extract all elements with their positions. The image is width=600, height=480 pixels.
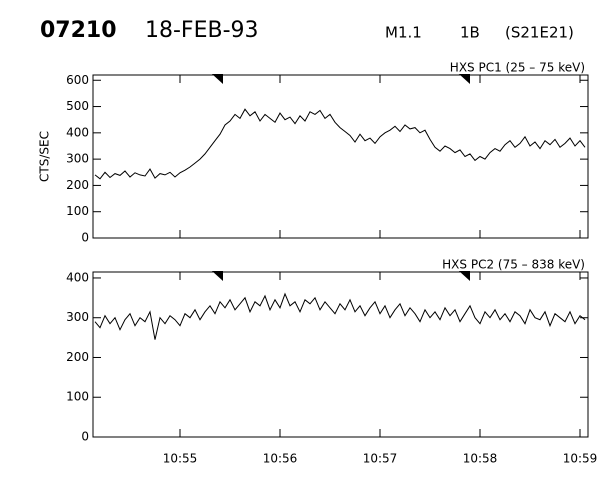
y-tick-label: 400 <box>66 270 89 284</box>
data-line <box>94 108 586 180</box>
x-tick-label: 10:56 <box>263 452 298 466</box>
y-tick-label: 200 <box>66 350 89 364</box>
time-marker <box>212 271 223 281</box>
plot-frame <box>92 74 589 239</box>
y-tick-label: 300 <box>66 310 89 324</box>
x-tick-label: 10:59 <box>563 452 598 466</box>
y-tick-label: 400 <box>66 125 89 139</box>
y-tick-label: 200 <box>66 178 89 192</box>
goes-class: M1.1 <box>385 24 422 42</box>
x-tick-label: 10:57 <box>363 452 398 466</box>
event-date: 18-FEB-93 <box>145 18 259 43</box>
y-tick-label: 0 <box>81 231 89 245</box>
y-tick-label: 100 <box>66 204 89 218</box>
time-marker <box>212 74 223 84</box>
optical-class: 1B <box>460 24 480 42</box>
y-tick-label: 0 <box>81 430 89 444</box>
y-tick-label: 500 <box>66 99 89 113</box>
y-axis-label: CTS/SEC <box>38 131 52 182</box>
time-marker <box>459 271 470 281</box>
y-tick-label: 100 <box>66 390 89 404</box>
time-marker <box>459 74 470 84</box>
location: (S21E21) <box>505 24 574 42</box>
panel-title: HXS PC1 (25 – 75 keV) <box>450 61 585 75</box>
plot-frame <box>92 271 589 438</box>
event-id: 07210 <box>40 18 117 43</box>
data-line <box>94 292 586 340</box>
y-tick-label: 300 <box>66 152 89 166</box>
panel-title: HXS PC2 (75 – 838 keV) <box>442 258 585 272</box>
x-tick-label: 10:58 <box>463 452 498 466</box>
y-tick-label: 600 <box>66 73 89 87</box>
x-tick-label: 10:55 <box>163 452 198 466</box>
